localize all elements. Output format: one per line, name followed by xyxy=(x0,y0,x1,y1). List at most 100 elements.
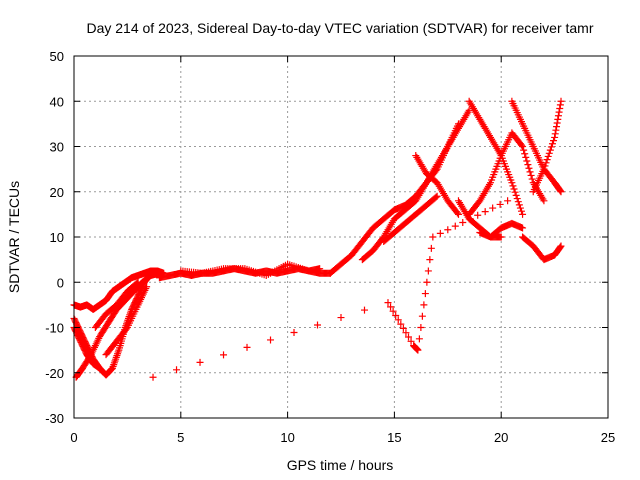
data-point-track-q xyxy=(547,143,555,151)
data-point-track-m xyxy=(517,207,525,215)
data-point-isolated xyxy=(504,197,512,205)
data-point-isolated xyxy=(267,336,275,344)
data-point-isolated xyxy=(387,303,395,311)
data-point-track-q xyxy=(551,133,559,141)
data-point-isolated xyxy=(429,233,437,241)
x-axis-label: GPS time / hours xyxy=(287,457,394,473)
y-tick-label: -10 xyxy=(45,321,64,336)
data-point-track-m xyxy=(510,185,518,193)
data-point-isolated xyxy=(420,301,428,309)
data-point-isolated xyxy=(444,226,452,234)
data-point-track-m xyxy=(513,195,521,203)
data-point-isolated xyxy=(196,358,204,366)
data-point-track-m xyxy=(516,204,524,212)
data-point-track-k xyxy=(432,193,440,201)
data-point-track-m xyxy=(512,191,520,199)
y-tick-label: 50 xyxy=(50,49,64,64)
data-point-track-m xyxy=(511,188,519,196)
data-point-track-q xyxy=(550,137,558,145)
data-point-track-m xyxy=(509,182,517,190)
data-point-track-o xyxy=(527,171,535,179)
data-point-isolated xyxy=(451,222,459,230)
y-tick-label: 10 xyxy=(50,230,64,245)
data-point-isolated xyxy=(384,299,392,307)
data-point-track-q xyxy=(542,159,550,167)
data-point-isolated xyxy=(427,244,435,252)
data-point-track-d xyxy=(122,325,130,333)
data-point-isolated xyxy=(423,278,431,286)
data-point-isolated xyxy=(220,351,228,359)
data-point-track-o xyxy=(522,153,530,161)
data-point-track-m xyxy=(514,198,522,206)
data-point-isolated xyxy=(436,229,444,237)
data-point-track-q xyxy=(546,146,554,154)
data-point-track-q xyxy=(551,130,559,138)
data-point-isolated xyxy=(496,200,504,208)
data-point-track-o xyxy=(528,175,536,183)
data-point-track-o xyxy=(524,161,532,169)
x-tick-label: 5 xyxy=(177,430,184,445)
data-point-isolated xyxy=(414,346,422,354)
data-point-isolated xyxy=(360,306,368,314)
data-point-track-l xyxy=(453,209,461,217)
data-point-track-l xyxy=(454,210,462,218)
data-point-track-q xyxy=(548,140,556,148)
data-point-track-q xyxy=(553,119,561,127)
data-point-track-q xyxy=(540,165,548,173)
x-tick-label: 10 xyxy=(280,430,294,445)
data-point-isolated xyxy=(243,343,251,351)
data-point-track-e xyxy=(96,364,104,372)
data-point-track-q xyxy=(556,101,564,109)
data-point-isolated xyxy=(415,335,423,343)
data-point-track-k xyxy=(433,192,441,200)
data-point-isolated xyxy=(394,316,402,324)
data-point-isolated xyxy=(424,267,432,275)
data-point-isolated xyxy=(418,312,426,320)
data-point-track-n xyxy=(497,233,505,241)
data-point-isolated xyxy=(459,219,467,227)
data-point-isolated xyxy=(421,290,429,298)
data-point-track-m xyxy=(519,210,527,218)
data-point-track-s xyxy=(519,224,527,232)
axis-ticks: 0 5 10 15 20 25 -30 -20 -10 0 10 20 30 40 50 xyxy=(45,49,615,445)
y-tick-label: 40 xyxy=(50,94,64,109)
data-point-track-j xyxy=(432,166,440,174)
data-point-isolated xyxy=(314,321,322,329)
data-point-isolated xyxy=(290,328,298,336)
data-point-track-q xyxy=(544,152,552,160)
data-points xyxy=(70,97,565,381)
x-tick-label: 25 xyxy=(601,430,615,445)
data-point-isolated xyxy=(397,320,405,328)
data-point-isolated xyxy=(481,208,489,216)
data-point-track-q xyxy=(556,104,564,112)
y-tick-label: -20 xyxy=(45,366,64,381)
x-tick-label: 20 xyxy=(494,430,508,445)
data-point-track-r xyxy=(557,242,565,250)
data-point-track-r xyxy=(556,243,564,251)
data-point-track-d xyxy=(143,283,151,291)
data-point-track-o xyxy=(523,157,531,165)
data-point-isolated xyxy=(399,324,407,332)
grid xyxy=(74,56,608,418)
data-point-isolated xyxy=(466,215,474,223)
chart-title: Day 214 of 2023, Sidereal Day-to-day VTE… xyxy=(86,20,593,36)
data-point-isolated xyxy=(426,256,434,264)
data-point-isolated xyxy=(389,307,397,315)
data-point-track-m xyxy=(515,201,523,209)
data-point-isolated xyxy=(417,324,425,331)
data-point-track-p xyxy=(557,188,565,196)
data-point-isolated xyxy=(392,312,400,320)
data-point-track-q xyxy=(555,108,563,116)
y-tick-label: 0 xyxy=(57,275,64,290)
y-tick-label: 20 xyxy=(50,185,64,200)
data-point-track-q xyxy=(553,123,561,131)
data-point-isolated xyxy=(402,329,410,337)
data-point-isolated xyxy=(149,373,157,381)
data-point-track-o xyxy=(519,143,527,150)
data-point-isolated xyxy=(404,333,412,341)
data-point-track-q xyxy=(552,126,560,134)
data-point-track-m xyxy=(508,179,516,187)
x-tick-label: 15 xyxy=(387,430,401,445)
data-point-track-p xyxy=(556,187,564,195)
